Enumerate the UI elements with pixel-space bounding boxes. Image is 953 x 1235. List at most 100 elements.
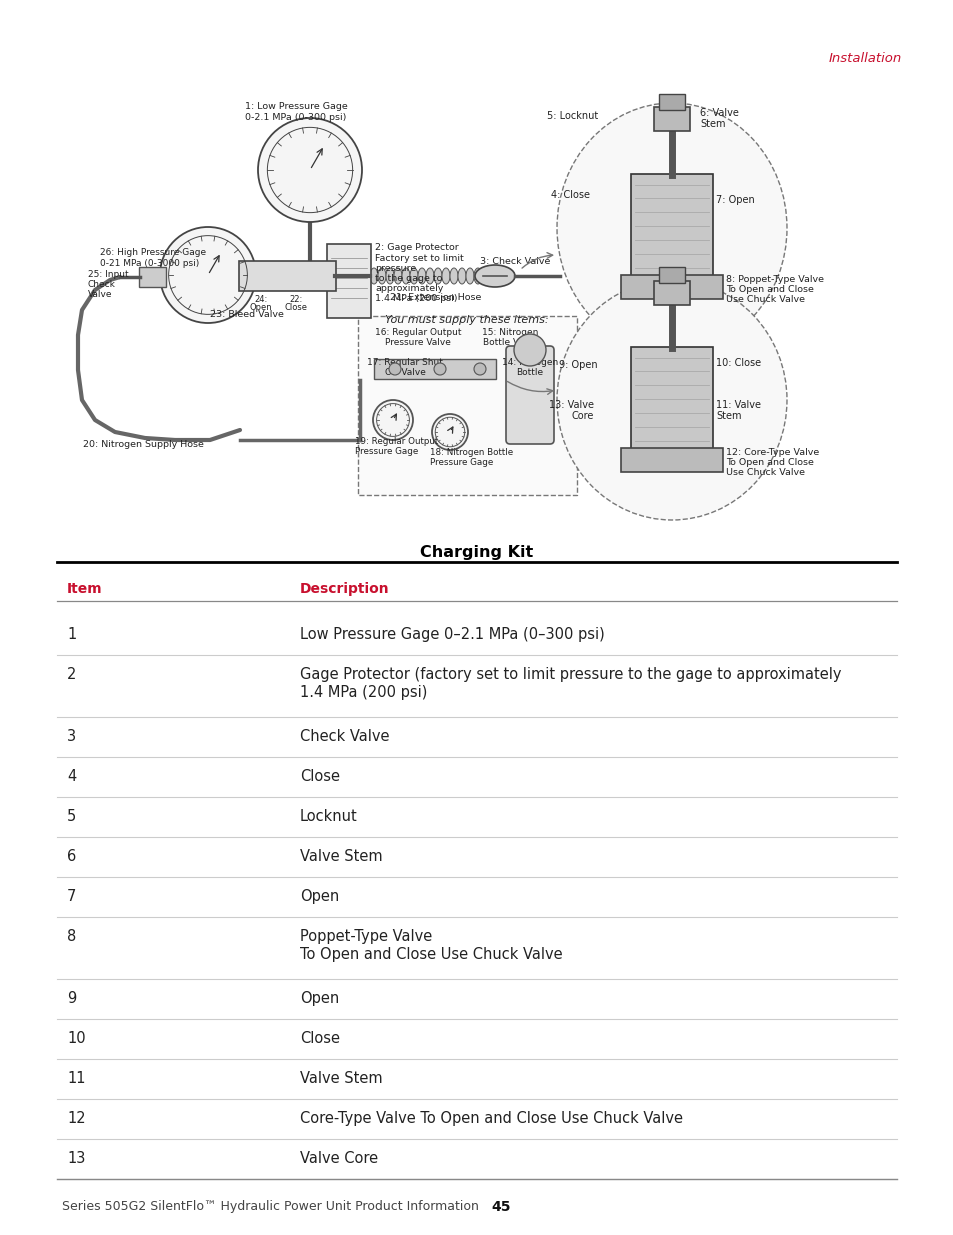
FancyBboxPatch shape [654, 282, 689, 305]
Text: 9: 9 [67, 990, 76, 1007]
Ellipse shape [410, 268, 417, 284]
FancyBboxPatch shape [659, 267, 684, 283]
Circle shape [432, 414, 468, 450]
Text: To Open and Close Use Chuck Valve: To Open and Close Use Chuck Valve [299, 947, 562, 962]
Text: Pressure Valve: Pressure Valve [385, 338, 451, 347]
Text: 2: Gage Protector: 2: Gage Protector [375, 243, 458, 252]
Text: Close: Close [284, 303, 307, 312]
Text: Valve Stem: Valve Stem [299, 1071, 382, 1086]
Text: Pressure Gage: Pressure Gage [355, 447, 417, 456]
Text: Open: Open [250, 303, 272, 312]
Text: 1.4 MPa (200 psi): 1.4 MPa (200 psi) [299, 685, 427, 700]
Ellipse shape [474, 268, 481, 284]
Circle shape [160, 227, 255, 324]
Text: 45: 45 [491, 1200, 510, 1214]
Text: Series 505G2 SilentFlo™ Hydraulic Power Unit Product Information: Series 505G2 SilentFlo™ Hydraulic Power … [62, 1200, 486, 1213]
Text: 0-2.1 MPa (0-300 psi): 0-2.1 MPa (0-300 psi) [245, 112, 346, 122]
Ellipse shape [426, 268, 434, 284]
Text: 7: Open: 7: Open [716, 195, 754, 205]
Ellipse shape [394, 268, 401, 284]
FancyBboxPatch shape [327, 245, 371, 317]
Text: Valve Core: Valve Core [299, 1151, 377, 1166]
FancyBboxPatch shape [630, 347, 712, 454]
Text: 17: Regular Shut: 17: Regular Shut [367, 358, 442, 367]
Text: You must supply these items:: You must supply these items: [385, 315, 548, 325]
Ellipse shape [386, 268, 394, 284]
Text: 19: Regular Output: 19: Regular Output [355, 437, 437, 446]
Text: 3: Check Valve: 3: Check Valve [479, 257, 550, 266]
Text: Charging Kit: Charging Kit [420, 545, 533, 559]
Text: 3: 3 [67, 729, 76, 743]
FancyBboxPatch shape [630, 174, 712, 282]
Text: 4: Close: 4: Close [551, 190, 589, 200]
Circle shape [373, 400, 413, 440]
Ellipse shape [457, 268, 465, 284]
Text: approximately: approximately [375, 284, 443, 293]
FancyBboxPatch shape [659, 94, 684, 110]
Text: 0-21 MPa (0-3000 psi): 0-21 MPa (0-3000 psi) [100, 259, 199, 268]
Text: Off Valve: Off Valve [384, 368, 425, 377]
Ellipse shape [475, 266, 515, 287]
Ellipse shape [441, 268, 450, 284]
Text: 1: 1 [67, 627, 76, 642]
Text: Check Valve: Check Valve [299, 729, 389, 743]
Text: 9: Open: 9: Open [558, 359, 598, 370]
Text: 22:: 22: [289, 295, 302, 304]
Text: 13: 13 [67, 1151, 85, 1166]
Text: Stem: Stem [700, 119, 724, 128]
Text: 15: Nitrogen: 15: Nitrogen [481, 329, 537, 337]
Text: Stem: Stem [716, 411, 740, 421]
Text: 10: Close: 10: Close [716, 358, 760, 368]
Text: pressure: pressure [375, 264, 416, 273]
Text: Description: Description [299, 582, 389, 597]
Ellipse shape [417, 268, 426, 284]
Ellipse shape [434, 268, 441, 284]
Text: Check: Check [88, 280, 115, 289]
Text: Open: Open [299, 990, 339, 1007]
FancyBboxPatch shape [654, 107, 689, 131]
Text: 4: 4 [67, 769, 76, 784]
FancyBboxPatch shape [620, 275, 722, 299]
Text: 13: Valve: 13: Valve [548, 400, 594, 410]
Text: 24:: 24: [254, 295, 268, 304]
Ellipse shape [465, 268, 474, 284]
Circle shape [474, 363, 485, 375]
Text: 2: 2 [67, 667, 76, 682]
Text: 11: Valve: 11: Valve [716, 400, 760, 410]
Text: Core: Core [571, 411, 594, 421]
Text: 1.4 MPa (200 psi): 1.4 MPa (200 psi) [375, 294, 457, 303]
Text: 16: Regular Output: 16: Regular Output [375, 329, 460, 337]
Text: 8: 8 [67, 929, 76, 944]
Text: 12: Core-Type Valve: 12: Core-Type Valve [725, 448, 819, 457]
Ellipse shape [377, 268, 386, 284]
Text: 5: Locknut: 5: Locknut [546, 111, 598, 121]
Text: 8: Poppet-Type Valve: 8: Poppet-Type Valve [725, 275, 823, 284]
Text: Factory set to limit: Factory set to limit [375, 254, 463, 263]
Circle shape [514, 333, 545, 366]
Circle shape [389, 363, 400, 375]
FancyBboxPatch shape [139, 267, 166, 287]
Text: 23: Bleed Valve: 23: Bleed Valve [210, 310, 284, 319]
Text: To Open and Close: To Open and Close [725, 458, 813, 467]
Text: 14: Nitrogen: 14: Nitrogen [501, 358, 558, 367]
Text: to the gage to: to the gage to [375, 274, 442, 283]
Text: Gage Protector (factory set to limit pressure to the gage to approximately: Gage Protector (factory set to limit pre… [299, 667, 841, 682]
Text: Close: Close [299, 769, 339, 784]
Text: Low Pressure Gage 0–2.1 MPa (0–300 psi): Low Pressure Gage 0–2.1 MPa (0–300 psi) [299, 627, 604, 642]
Text: Valve: Valve [88, 290, 112, 299]
FancyBboxPatch shape [239, 261, 335, 291]
Text: Valve Stem: Valve Stem [299, 848, 382, 864]
Ellipse shape [370, 268, 377, 284]
Circle shape [257, 119, 361, 222]
Text: Open: Open [299, 889, 339, 904]
Text: Item: Item [67, 582, 103, 597]
Text: Bottle Valve: Bottle Valve [482, 338, 537, 347]
Text: Use Chuck Valve: Use Chuck Valve [725, 468, 804, 477]
Text: Bottle: Bottle [516, 368, 543, 377]
Text: 10: 10 [67, 1031, 86, 1046]
Text: Locknut: Locknut [299, 809, 357, 824]
Ellipse shape [401, 268, 410, 284]
FancyBboxPatch shape [374, 359, 496, 379]
Text: 7: 7 [67, 889, 76, 904]
Text: Use Chuck Valve: Use Chuck Valve [725, 295, 804, 304]
